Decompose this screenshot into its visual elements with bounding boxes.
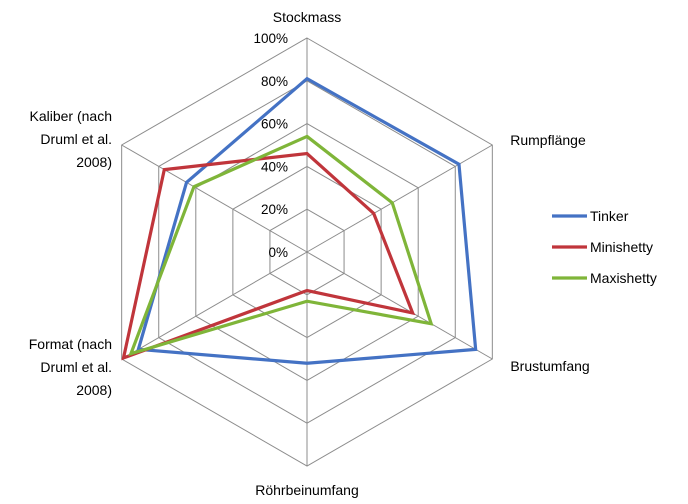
- legend-label: Maxishetty: [590, 270, 657, 286]
- axis-label: Kaliber (nach Druml et al. 2008): [30, 108, 113, 170]
- grid-spoke: [306, 144, 493, 253]
- legend-label: Minishetty: [590, 239, 653, 255]
- axis-label: Stockmass: [273, 9, 341, 25]
- tick-label: 20%: [261, 202, 288, 217]
- tick-label: 80%: [261, 74, 288, 89]
- tick-label: 100%: [253, 31, 288, 46]
- tick-label: 40%: [261, 159, 288, 174]
- series-line-tinker: [136, 76, 478, 365]
- axis-label: Röhrbeinumfang: [255, 482, 359, 498]
- axis-label: Format (nach Druml et al. 2008): [29, 336, 112, 398]
- tick-label: 0%: [268, 245, 288, 260]
- grid-spoke: [121, 251, 308, 360]
- grid-spoke: [306, 251, 493, 360]
- grid-spoke: [121, 144, 308, 253]
- series-line-maxishetty: [128, 134, 434, 357]
- axis-label: Brustumfang: [510, 358, 589, 374]
- axis-label: Rumpflänge: [510, 132, 586, 148]
- legend-label: Tinker: [590, 208, 629, 224]
- tick-label: 60%: [261, 117, 288, 132]
- series-line-minishetty: [121, 151, 416, 361]
